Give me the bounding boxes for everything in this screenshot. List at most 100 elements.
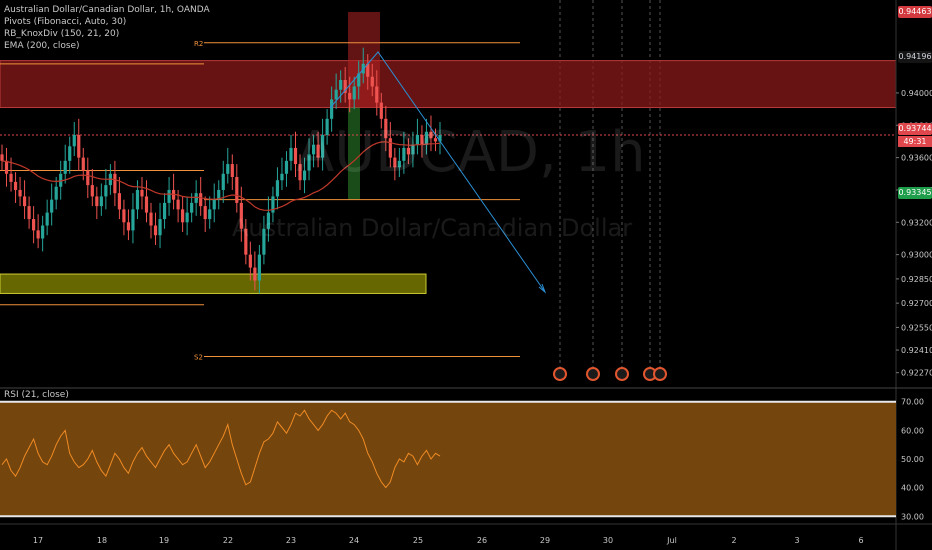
candle-body [284,160,289,174]
candle-body [339,80,343,90]
candle-body [50,199,54,213]
candle-body [262,228,266,255]
candle-body [27,206,31,220]
symbol-legend[interactable]: Australian Dollar/Canadian Dollar, 1h, O… [4,5,210,15]
candle-body [149,212,153,226]
candle-body [194,193,198,203]
candle-body [131,209,135,231]
candle-body [4,160,9,174]
candle-body [289,147,293,161]
candle-body [63,160,67,174]
candle-body [384,118,388,139]
time-axis-label: 17 [33,536,43,545]
rsi-legend[interactable]: RSI (21, close) [4,390,69,400]
candle-body [176,199,180,210]
time-axis-label: 29 [540,536,550,545]
candle-body [257,254,261,281]
candle-body [406,147,410,155]
candle-body [352,86,356,100]
candle-body [144,196,149,213]
candle-body [320,134,325,158]
event-icon [653,367,667,381]
candle-body [275,180,280,197]
candle-body [388,138,392,158]
candle-body [370,76,374,87]
candle-body [190,202,194,213]
candle-body [248,254,252,268]
trend-line [329,51,546,293]
candle-body [334,89,338,100]
rsi-axis-label: 60.00 [901,426,924,435]
candle-body [41,225,45,239]
candle-body [330,99,334,119]
candle-body [420,134,424,145]
watermark-ticker: AUDCAD, 1h [296,120,646,185]
price-tag-r2: 0.94463 [898,6,932,18]
resistance-zone [0,60,897,108]
candle-body [104,185,108,197]
time-axis-label: 24 [349,536,359,545]
event-icon [553,367,567,381]
pivot-label: S2 [194,354,203,362]
candle-body [226,164,230,174]
long-highlight [348,107,360,200]
candle-body [81,157,85,171]
candle-body [181,209,185,223]
candle-body [307,154,311,171]
candle-body [208,209,212,220]
trend-arrow-head [538,283,547,294]
candle-body [438,134,442,142]
time-axis-label: 23 [286,536,296,545]
time-axis-label: 25 [413,536,423,545]
rsi-axis-label: 30.00 [901,512,924,521]
pivots-legend[interactable]: Pivots (Fibonacci, Auto, 30) [4,17,127,27]
candle-body [253,267,257,281]
ema-legend[interactable]: EMA (200, close) [4,41,80,51]
candle-body [235,177,239,203]
candle-body [185,212,189,223]
rsi-axis-label: 40.00 [901,484,924,493]
knoxdiv-legend[interactable]: RB_KnoxDiv (150, 21, 20) [4,29,120,39]
time-axis-label: Jul [666,536,677,545]
candle-body [153,225,158,236]
time-axis-label: 22 [223,536,233,545]
candle-body [32,219,36,231]
candle-body [244,228,248,255]
candle-body [379,102,383,119]
rsi-axis-label: 50.00 [901,455,924,464]
candle-body [411,144,415,155]
time-axis-label: 2 [731,536,736,545]
candle-body [217,189,221,200]
time-axis-label: 3 [794,536,799,545]
candle-body [325,118,329,135]
candle-body [9,173,13,182]
candle-body [293,147,298,165]
candle-body [280,173,284,181]
candle-body [203,206,207,220]
price-axis-label: 0.92850 [901,275,932,284]
candle-body [357,73,361,87]
price-axis-label: 0.93200 [901,218,932,227]
watermark-name: Australian Dollar/Canadian Dollar [232,214,633,242]
chart-legend: Australian Dollar/Canadian Dollar, 1h, O… [4,4,210,52]
candle-body [126,222,131,231]
time-axis-label: 18 [97,536,107,545]
candle-body [393,157,397,168]
candle-body [212,199,216,210]
support-zone [0,273,427,294]
candle-body [162,202,167,220]
candle-body [68,146,72,161]
candle-body [95,196,99,207]
candle-body [135,189,140,210]
bar-countdown: 49:31 [898,136,932,147]
candle-body [397,160,401,168]
rsi-axis-label: 70.00 [901,398,924,407]
candle-body [302,170,307,181]
candle-body [113,173,117,194]
price-axis-label: 0.92270 [901,369,932,378]
event-icon [615,367,629,381]
candle-body [140,189,144,197]
price-tag-last: 0.93744 [898,123,932,135]
price-axis-label: 0.93000 [901,251,932,260]
